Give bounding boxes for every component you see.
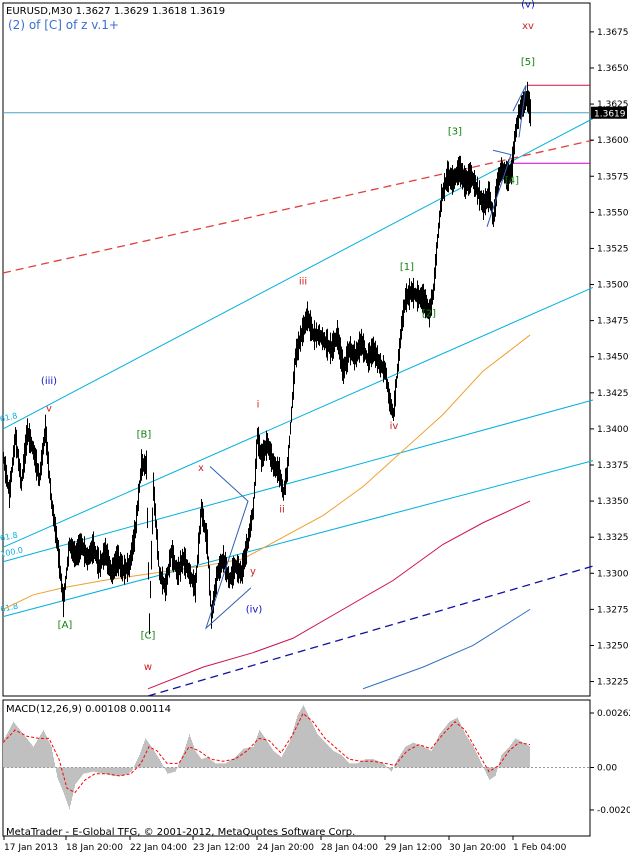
- x-tick-label: 29 Jan 12:00: [385, 843, 442, 853]
- wave-label: v: [46, 404, 52, 415]
- wave-label: [4]: [505, 175, 519, 186]
- symbol-info: EURUSD,M30 1.3627 1.3629 1.3618 1.3619: [6, 6, 225, 17]
- price-axis: 1.3675 1.3650 1.3625 1.3600 1.3575 1.3550 1.35…: [590, 28, 629, 688]
- macd-tick-label: 0.00: [597, 764, 617, 774]
- wave-label: i: [257, 399, 260, 410]
- y-tick-label: 1.3600: [597, 136, 629, 146]
- wave-label: [C]: [141, 630, 156, 641]
- macd-tick-label: 0.00262: [597, 709, 630, 719]
- y-tick-label: 1.3450: [597, 353, 629, 363]
- channel-line: [2, 118, 594, 430]
- moving-average-line: [2, 334, 531, 610]
- wave-label: x: [198, 463, 204, 474]
- y-tick-label: 1.3250: [597, 641, 629, 651]
- wave-label: (iv): [246, 604, 263, 615]
- y-tick-label: 1.3500: [597, 281, 629, 291]
- y-tick-label: 1.3400: [597, 425, 629, 435]
- wave-label: [2]: [422, 308, 436, 319]
- wave-label: w: [144, 662, 152, 673]
- wave-label: [3]: [448, 126, 462, 137]
- time-axis: 17 Jan 2013 18 Jan 20:00 22 Jan 04:00 23 Ja…: [3, 836, 567, 853]
- x-tick-label: 17 Jan 2013: [4, 843, 58, 853]
- y-tick-label: 1.3350: [597, 497, 629, 507]
- channel-line: [2, 460, 594, 618]
- wedge-5: [512, 85, 527, 138]
- wedge-4: [486, 149, 512, 227]
- y-tick-label: 1.3675: [597, 28, 629, 38]
- wave-label: iv: [390, 421, 399, 432]
- x-tick-label: 24 Jan 20:00: [257, 843, 314, 853]
- y-tick-label: 1.3550: [597, 208, 629, 218]
- wave-labels-layer: (v) xv [5] [3] [4] [1] iii [2] iv (iii) v i [B] x ii y (…: [41, 0, 535, 673]
- wave-label: [B]: [137, 430, 152, 441]
- wave-label: (v): [521, 0, 535, 10]
- wave-label: xv: [522, 21, 534, 32]
- copyright: MetaTrader - E-Global TFG, © 2001-2012, …: [6, 827, 355, 838]
- x-tick-label: 18 Jan 20:00: [66, 843, 123, 853]
- current-price-label: 1.3619: [594, 110, 626, 120]
- price-pane-frame: [2, 2, 591, 697]
- macd-layer: 0.00262 0.00 -0.00204: [2, 705, 630, 816]
- y-tick-label: 1.3625: [597, 100, 629, 110]
- y-tick-label: 1.3300: [597, 569, 629, 579]
- y-tick-label: 1.3525: [597, 244, 629, 254]
- y-tick-label: 1.3425: [597, 389, 629, 399]
- x-tick-label: 1 Feb 04:00: [513, 843, 567, 853]
- price-series-layer: [3, 81, 531, 635]
- price-bars: [3, 81, 531, 635]
- macd-signal-line: [2, 712, 531, 794]
- wedge-iv: [204, 466, 252, 630]
- wave-label: [1]: [400, 262, 414, 273]
- dashed-trend-line: [2, 139, 594, 274]
- wave-label: [5]: [521, 57, 535, 68]
- wave-label: [A]: [58, 620, 73, 631]
- wave-label: iii: [299, 277, 307, 288]
- x-tick-label: 30 Jan 20:00: [449, 843, 506, 853]
- x-tick-label: 22 Jan 04:00: [130, 843, 187, 853]
- y-tick-label: 1.3575: [597, 172, 629, 182]
- moving-average-line: [362, 608, 531, 690]
- y-tick-label: 1.3475: [597, 317, 629, 327]
- y-tick-label: 1.3325: [597, 533, 629, 543]
- y-tick-label: 1.3650: [597, 64, 629, 74]
- wave-label: (iii): [41, 376, 57, 387]
- y-tick-label: 1.3375: [597, 461, 629, 471]
- moving-average-line: [147, 500, 531, 690]
- channel-level-label: 61.8: [0, 602, 19, 615]
- current-price-box: [591, 106, 627, 119]
- x-tick-label: 23 Jan 12:00: [193, 843, 250, 853]
- channel-level-label: 61.8: [0, 411, 18, 424]
- channel-line: [2, 286, 594, 548]
- y-tick-label: 1.3275: [597, 605, 629, 615]
- macd-title: MACD(12,26,9) 0.00108 0.00114: [6, 704, 171, 715]
- y-tick-label: 1.3225: [597, 678, 629, 688]
- channel-line: [2, 399, 594, 563]
- x-tick-label: 28 Jan 04:00: [321, 843, 378, 853]
- wave-label: ii: [279, 505, 285, 516]
- macd-tick-label: -0.00204: [597, 806, 630, 816]
- chart-subtitle: (2) of [C] of z v.1+: [8, 18, 119, 32]
- wave-label: y: [250, 567, 256, 578]
- channel-level-label: 61.8: [0, 530, 19, 543]
- macd-histogram: [3, 705, 530, 810]
